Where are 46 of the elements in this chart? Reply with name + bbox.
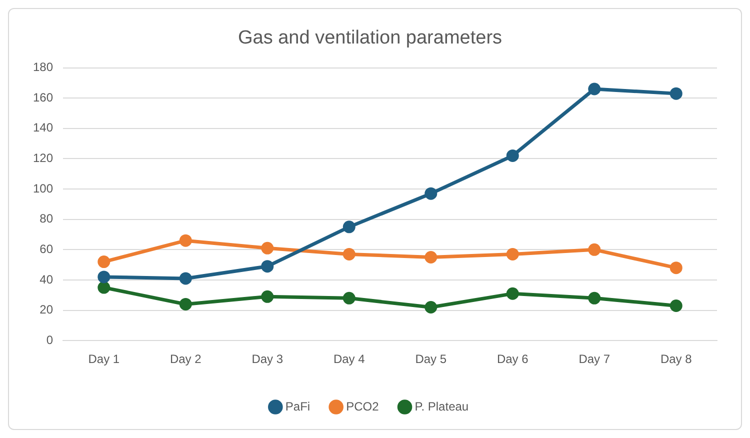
y-tick-label: 140	[32, 120, 54, 135]
point	[506, 149, 519, 162]
x-tick-label: Day 7	[578, 352, 610, 366]
x-tick-label: Day 2	[170, 352, 202, 366]
chart-title: Gas and ventilation parameters	[238, 28, 502, 49]
y-tick-label: 120	[32, 151, 54, 166]
point	[588, 292, 601, 304]
point	[179, 234, 192, 247]
y-tick-label: 40	[40, 272, 54, 286]
point	[261, 290, 274, 303]
point	[261, 242, 274, 254]
point	[424, 250, 438, 264]
point	[98, 270, 110, 284]
legend-label: PaFi	[285, 399, 310, 414]
x-tick-label: Day 1	[88, 352, 120, 366]
x-tick-label: Day 3	[252, 352, 284, 366]
y-tick-label: 180	[32, 60, 54, 74]
y-tick-label: 0	[46, 332, 54, 347]
point	[98, 256, 110, 268]
point	[261, 260, 274, 273]
y-tick-label: 100	[32, 181, 54, 196]
point	[670, 87, 682, 100]
point	[342, 220, 356, 234]
point	[670, 299, 682, 312]
point	[588, 243, 601, 256]
x-tick-label: Day 6	[496, 352, 529, 366]
point	[424, 301, 438, 314]
legend-label: PCO2	[346, 399, 380, 414]
point	[179, 298, 192, 310]
point	[342, 248, 356, 260]
y-tick-label: 20	[40, 302, 54, 317]
point	[506, 248, 519, 260]
y-tick-label: 160	[32, 90, 54, 104]
legend-label: P. Plateau	[414, 399, 469, 414]
point	[670, 262, 682, 274]
point	[342, 292, 356, 304]
point	[424, 187, 438, 200]
point	[588, 82, 601, 96]
x-tick-label: Day 8	[660, 352, 692, 366]
x-tick-label: Day 4	[333, 352, 366, 366]
point	[98, 281, 110, 294]
point	[506, 287, 519, 300]
y-tick-label: 60	[40, 242, 54, 256]
y-tick-label: 80	[40, 212, 54, 226]
x-tick-label: Day 5	[415, 352, 447, 366]
point	[179, 272, 192, 285]
